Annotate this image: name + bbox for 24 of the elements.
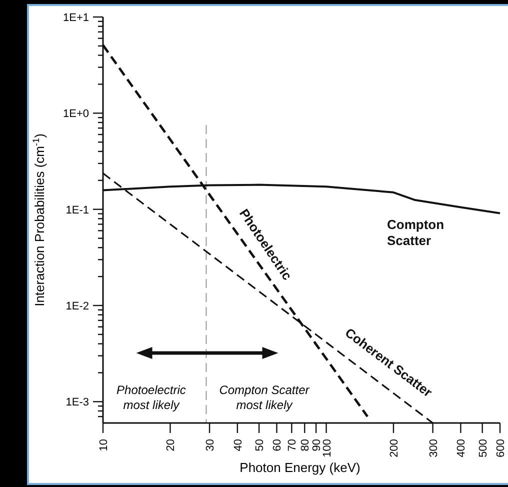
x-tick-label: 90 xyxy=(311,439,324,452)
x-tick-label: 40 xyxy=(232,439,244,452)
x-tick-label: 60 xyxy=(272,439,284,452)
annotation: Photoelectric most likely xyxy=(116,383,186,412)
x-tick-label: 300 xyxy=(428,439,440,458)
y-tick-label: 1E-2 xyxy=(66,300,89,312)
x-tick-label: 200 xyxy=(388,439,400,458)
y-tick-label: 1E+0 xyxy=(63,108,89,120)
x-tick-label: 20 xyxy=(165,439,178,452)
x-tick-label: 70 xyxy=(286,439,299,452)
x-tick-label: 50 xyxy=(254,439,266,452)
annotation: Compton Scatter most likely xyxy=(219,383,310,412)
y-tick-label: 1E-3 xyxy=(66,396,89,409)
y-tick-label: 1E-1 xyxy=(66,204,89,216)
y-tick-label: 1E+1 xyxy=(63,12,89,24)
x-axis-title: Photon Energy (keV) xyxy=(240,460,360,475)
series-label: Compton Scatter xyxy=(387,217,444,248)
x-tick-label: 400 xyxy=(456,439,468,458)
x-tick-label: 500 xyxy=(477,439,490,458)
x-tick-label: 80 xyxy=(300,439,312,452)
x-tick-label: 10 xyxy=(98,439,110,452)
x-tick-label: 600 xyxy=(495,439,507,458)
x-tick-label: 30 xyxy=(204,439,217,452)
x-tick-label: 100 xyxy=(321,439,334,458)
